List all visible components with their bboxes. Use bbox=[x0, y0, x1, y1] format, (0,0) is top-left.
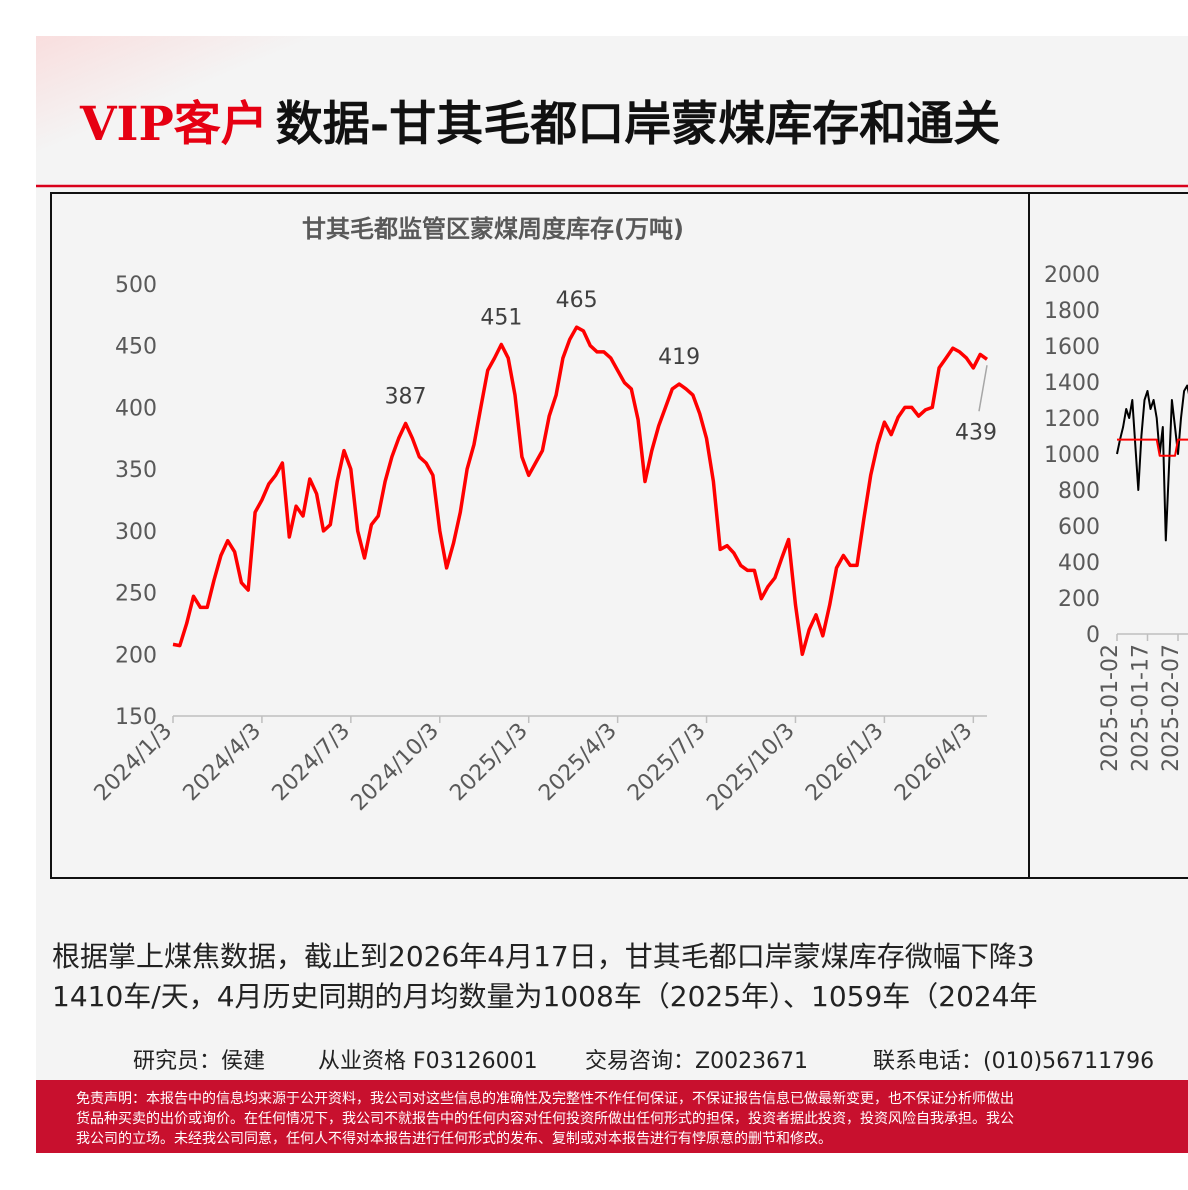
body-line: 1410车/天，4月历史同期的月均数量为1008车（2025年）、1059车（2… bbox=[52, 980, 1038, 1013]
y-tick-label: 500 bbox=[115, 273, 157, 298]
y-tick-label: 200 bbox=[1058, 587, 1100, 612]
label-leader bbox=[978, 365, 988, 412]
data-label: 451 bbox=[480, 305, 522, 330]
y-tick-label: 800 bbox=[1058, 479, 1100, 504]
qualification: 从业资格 F03126001 bbox=[318, 1049, 538, 1074]
disclaimer-line: 货品种买卖的出价或询价。在任何情况下，我公司不就报告中的任何内容对任何投资所做出… bbox=[76, 1110, 1014, 1127]
title-text: 数据-甘其毛都口岸蒙煤库存和通关 bbox=[276, 97, 1001, 152]
header-decoration bbox=[36, 36, 636, 186]
y-tick-label: 400 bbox=[1058, 551, 1100, 576]
data-line bbox=[172, 325, 989, 657]
slide-title: VIP客户 数据-甘其毛都口岸蒙煤库存和通关 bbox=[79, 97, 1000, 152]
y-tick-label: 1200 bbox=[1044, 407, 1100, 432]
x-tick-label: 2025-01-17 bbox=[1129, 644, 1154, 772]
disclaimer-line: 我公司的立场。未经我公司同意，任何人不得对本报告进行任何形式的发布、复制或对本报… bbox=[76, 1130, 832, 1147]
y-tick-label: 400 bbox=[115, 396, 157, 421]
y-tick-label: 1600 bbox=[1044, 335, 1100, 360]
disclaimer-band bbox=[36, 1080, 1188, 1153]
y-tick-label: 250 bbox=[115, 582, 157, 607]
consulting: 交易咨询：Z0023671 bbox=[585, 1049, 808, 1074]
y-tick-label: 1800 bbox=[1044, 299, 1100, 324]
x-tick-label: 2025-01-02 bbox=[1098, 644, 1123, 772]
chart-panel-right bbox=[1028, 192, 1188, 879]
y-tick-label: 450 bbox=[115, 335, 157, 360]
researcher: 研究员：侯建 bbox=[133, 1049, 265, 1074]
y-tick-label: 1000 bbox=[1044, 443, 1100, 468]
y-tick-label: 200 bbox=[115, 643, 157, 668]
y-tick-label: 2000 bbox=[1044, 263, 1100, 288]
y-tick-label: 1400 bbox=[1044, 371, 1100, 396]
chart-title: 甘其毛都监管区蒙煤周度库存(万吨) bbox=[302, 215, 684, 243]
data-label: 465 bbox=[556, 288, 598, 313]
y-tick-label: 150 bbox=[115, 705, 157, 730]
chart-right: 0 200 400 600 800 1000 1200 1400 1600 1800 2000 202… bbox=[1044, 263, 1188, 772]
data-label: 419 bbox=[658, 345, 700, 370]
y-tick-label: 600 bbox=[1058, 515, 1100, 540]
data-label: 387 bbox=[385, 384, 427, 409]
phone: 联系电话：(010)56711796 bbox=[873, 1049, 1154, 1074]
data-line bbox=[1117, 438, 1188, 457]
y-tick-label: 300 bbox=[115, 520, 157, 545]
x-tick-label: 2025-02-07 bbox=[1159, 644, 1184, 772]
body-line: 根据掌上煤焦数据，截止到2026年4月17日，甘其毛都口岸蒙煤库存微幅下降3 bbox=[52, 940, 1035, 973]
title-highlight: VIP客户 bbox=[79, 97, 268, 152]
data-line bbox=[1116, 384, 1188, 542]
disclaimer-line: 免责声明：本报告中的信息均来源于公开资料，我公司对这些信息的准确性及完整性不作任… bbox=[76, 1090, 1014, 1107]
y-tick-label: 0 bbox=[1086, 623, 1100, 648]
y-tick-label: 350 bbox=[115, 458, 157, 483]
slide-background bbox=[36, 36, 1188, 1153]
data-label: 439 bbox=[955, 420, 997, 445]
